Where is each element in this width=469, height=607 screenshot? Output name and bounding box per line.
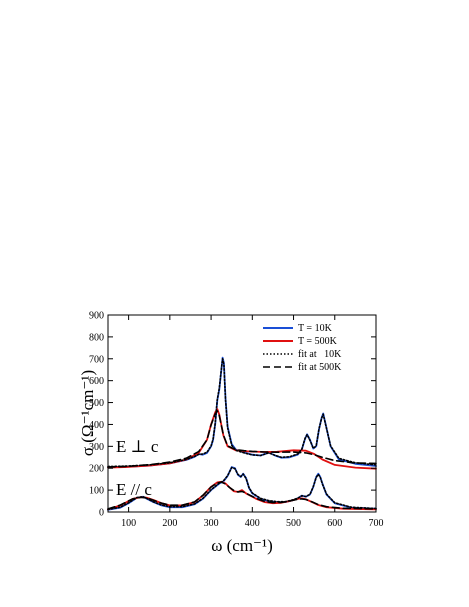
y-tick-label-200: 200 bbox=[89, 464, 104, 475]
y-tick-label-400: 400 bbox=[89, 420, 104, 431]
legend-label-fit-500k: fit at 500K bbox=[298, 362, 342, 373]
annotation-e-par-c: E // c bbox=[116, 480, 152, 499]
legend-label-fit-10k: fit at 10K bbox=[298, 349, 342, 360]
y-axis-label: σ (Ω⁻¹cm⁻¹) bbox=[78, 370, 97, 456]
x-tick-label-300: 300 bbox=[204, 518, 219, 529]
x-tick-label-600: 600 bbox=[327, 518, 342, 529]
y-tick-label-0: 0 bbox=[99, 508, 104, 519]
series-e-par-c-fit-at-10k bbox=[107, 466, 377, 511]
plot-curves bbox=[107, 356, 377, 511]
x-axis-ticks: 100 200 300 400 500 600 700 bbox=[121, 315, 384, 529]
x-axis-label: ω (cm⁻¹) bbox=[211, 536, 273, 555]
y-axis-ticks: 0 100 200 300 400 500 600 700 800 900 bbox=[89, 311, 376, 519]
y-tick-label-800: 800 bbox=[89, 332, 104, 343]
y-tick-label-600: 600 bbox=[89, 376, 104, 387]
x-tick-label-700: 700 bbox=[369, 518, 384, 529]
legend-label-500k: T = 500K bbox=[298, 336, 338, 347]
plot-frame bbox=[107, 314, 377, 513]
annotation-e-perp-c: E ⊥ c bbox=[116, 437, 159, 456]
x-tick-label-100: 100 bbox=[121, 518, 136, 529]
series-e-par-c-fit-at-500k bbox=[107, 481, 377, 510]
series-e-perp-c-fit-at-500k bbox=[107, 410, 377, 468]
legend: T = 10K T = 500K fit at 10K fit at 500K bbox=[263, 323, 342, 373]
x-tick-label-400: 400 bbox=[245, 518, 260, 529]
y-tick-label-500: 500 bbox=[89, 398, 104, 409]
y-tick-label-300: 300 bbox=[89, 442, 104, 453]
y-tick-label-700: 700 bbox=[89, 354, 104, 365]
x-tick-label-200: 200 bbox=[162, 518, 177, 529]
legend-label-10k: T = 10K bbox=[298, 323, 333, 334]
series-e-perp-c-fit-at-10k bbox=[107, 358, 377, 468]
y-tick-label-900: 900 bbox=[89, 311, 104, 322]
x-tick-label-500: 500 bbox=[286, 518, 301, 529]
y-tick-label-100: 100 bbox=[89, 486, 104, 497]
